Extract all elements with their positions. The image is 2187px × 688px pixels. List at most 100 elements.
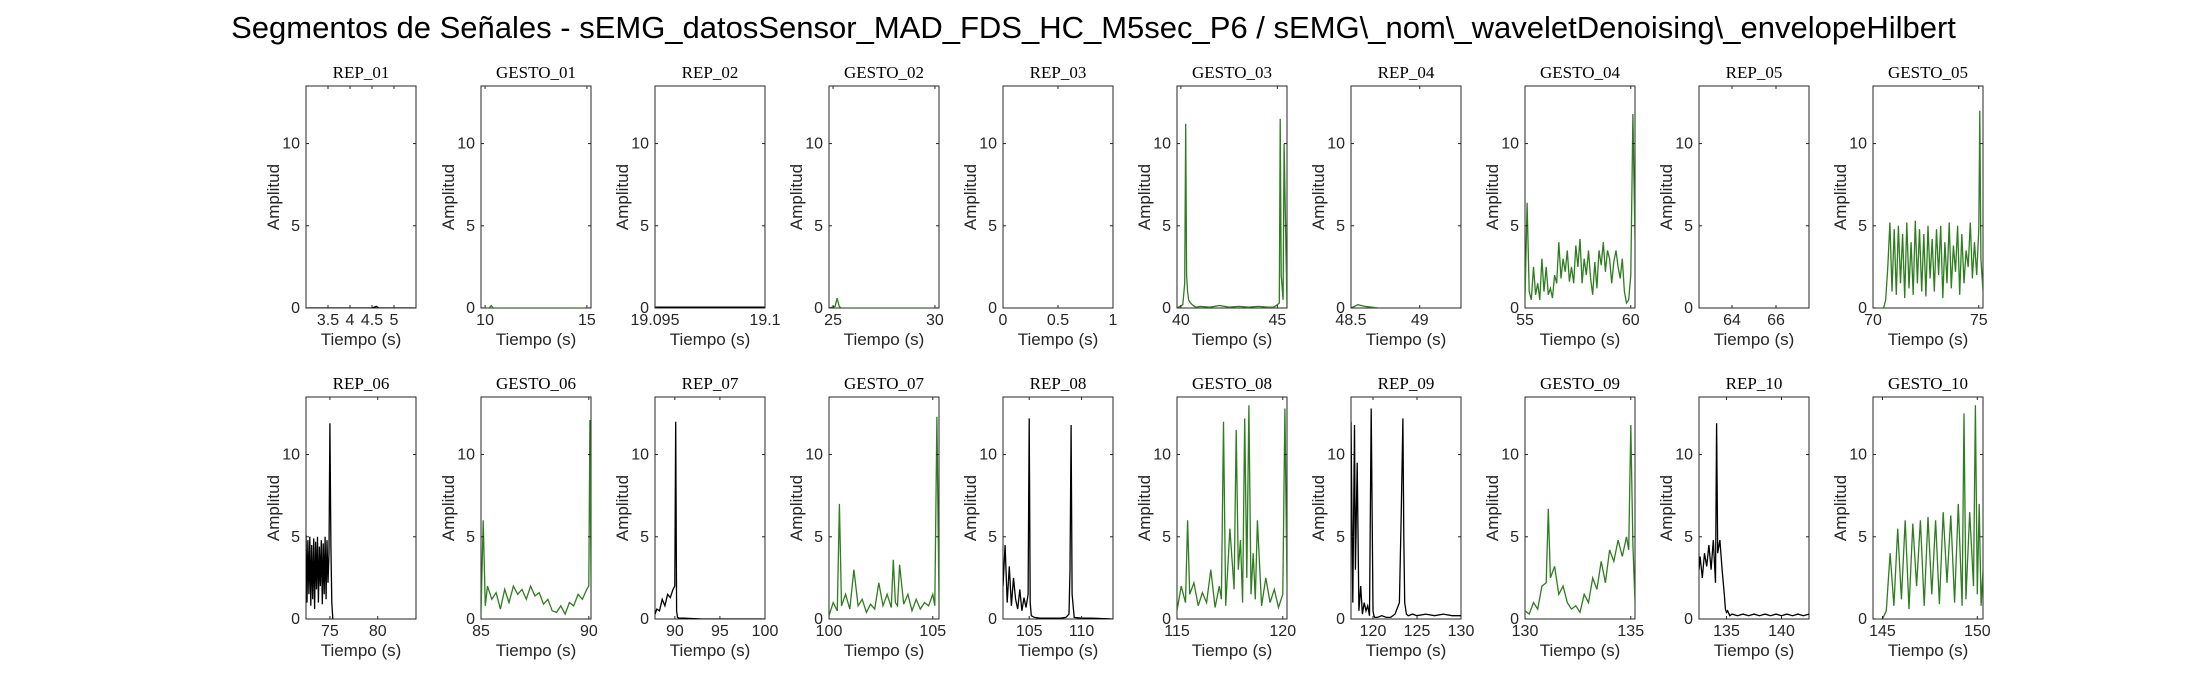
y-tick-label: 0	[1510, 300, 1519, 317]
y-tick-label: 10	[1153, 447, 1171, 464]
series-line	[1873, 405, 1983, 619]
x-axis-label: Tiempo (s)	[1714, 330, 1795, 349]
y-tick-label: 0	[466, 611, 475, 628]
x-tick-label: 75	[321, 623, 339, 640]
y-axis-label: Amplitud	[1831, 164, 1850, 230]
y-tick-label: 5	[1162, 529, 1171, 546]
x-tick-label: 1	[1109, 312, 1118, 329]
y-axis-label: Amplitud	[1657, 475, 1676, 541]
y-axis-label: Amplitud	[1309, 164, 1328, 230]
y-tick-label: 0	[1336, 611, 1345, 628]
x-tick-label: 90	[666, 623, 684, 640]
subplot-rep-06: REP_06 75 80 0 5 10 Tiempo (s) Amplitud	[264, 374, 417, 660]
y-tick-label: 0	[988, 611, 997, 628]
y-tick-label: 5	[291, 218, 300, 235]
subplot-title: GESTO_02	[844, 63, 924, 82]
subplot-gesto-08: GESTO_08 115 120 0 5 10 Tiempo (s) Amplitud	[1135, 374, 1296, 660]
axes-box	[1350, 85, 1462, 309]
axes-box	[305, 85, 417, 309]
x-tick-label: 115	[1164, 623, 1190, 640]
y-tick-label: 10	[282, 447, 300, 464]
x-tick-label: 125	[1404, 623, 1431, 640]
y-axis-label: Amplitud	[1657, 164, 1676, 230]
subplot-title: REP_09	[1378, 374, 1435, 393]
subplot-gesto-10: GESTO_10 145 150 0 5 10 Tiempo (s) Amplitud	[1831, 374, 1991, 660]
x-axis-label: Tiempo (s)	[1366, 641, 1447, 660]
subplot-title: GESTO_04	[1540, 63, 1620, 82]
y-tick-label: 0	[1162, 300, 1171, 317]
y-tick-label: 0	[291, 300, 300, 317]
subplot-rep-09: REP_09 120 125 130 0 5 10 Tiempo (s) Amplitud	[1309, 374, 1474, 660]
y-tick-label: 10	[631, 136, 649, 153]
x-tick-label: 140	[1768, 623, 1795, 640]
x-axis-label: Tiempo (s)	[1366, 330, 1447, 349]
y-axis-label: Amplitud	[1483, 475, 1502, 541]
x-tick-label: 150	[1964, 623, 1991, 640]
axes-box	[1524, 396, 1636, 620]
y-tick-label: 10	[979, 447, 997, 464]
subplot-title: GESTO_05	[1888, 63, 1968, 82]
subplot-title: REP_10	[1726, 374, 1783, 393]
series-line	[829, 297, 939, 308]
series-line	[1177, 405, 1287, 611]
subplot-rep-08: REP_08 105 110 0 5 10 Tiempo (s) Amplitud	[961, 374, 1114, 660]
x-tick-label: 66	[1767, 312, 1785, 329]
x-tick-label: 145	[1869, 623, 1896, 640]
x-tick-label: 19.095	[631, 312, 680, 329]
subplot-title: REP_07	[682, 374, 739, 393]
subplot-title: REP_08	[1030, 374, 1087, 393]
y-tick-label: 10	[1153, 136, 1171, 153]
axes-box	[1872, 85, 1984, 309]
x-tick-label: 0	[999, 312, 1008, 329]
subplot-title: GESTO_08	[1192, 374, 1272, 393]
subplot-title: REP_03	[1030, 63, 1087, 82]
y-tick-label: 5	[1858, 529, 1867, 546]
x-tick-label: 90	[580, 623, 598, 640]
x-tick-label: 0.5	[1047, 312, 1069, 329]
y-tick-label: 0	[1336, 300, 1345, 317]
x-tick-label: 5	[390, 312, 399, 329]
series-line	[481, 304, 591, 308]
subplot-gesto-03: GESTO_03 40 45 0 5 10 Tiempo (s) Amplitud	[1135, 63, 1288, 349]
x-tick-label: 40	[1172, 312, 1190, 329]
y-tick-label: 0	[814, 300, 823, 317]
y-tick-label: 10	[1849, 447, 1867, 464]
x-tick-label: 45	[1268, 312, 1286, 329]
subplot-title: REP_06	[333, 374, 390, 393]
y-tick-label: 5	[466, 218, 475, 235]
y-axis-label: Amplitud	[961, 475, 980, 541]
x-axis-label: Tiempo (s)	[844, 330, 925, 349]
y-axis-label: Amplitud	[1483, 164, 1502, 230]
axes-box	[828, 85, 940, 309]
x-tick-label: 30	[926, 312, 944, 329]
x-tick-label: 64	[1723, 312, 1741, 329]
x-tick-label: 60	[1622, 312, 1640, 329]
subplot-title: REP_02	[682, 63, 739, 82]
axes-box	[480, 85, 592, 309]
subplot-title: GESTO_03	[1192, 63, 1272, 82]
x-tick-label: 135	[1617, 623, 1644, 640]
x-axis-label: Tiempo (s)	[1192, 641, 1273, 660]
y-axis-label: Amplitud	[1135, 475, 1154, 541]
axes-box	[1002, 85, 1114, 309]
y-tick-label: 5	[1684, 218, 1693, 235]
y-tick-label: 10	[1501, 136, 1519, 153]
x-axis-label: Tiempo (s)	[1192, 330, 1273, 349]
subplot-title: GESTO_09	[1540, 374, 1620, 393]
series-line	[481, 419, 591, 616]
y-tick-label: 10	[1849, 136, 1867, 153]
axes-box	[654, 396, 766, 620]
axes-box	[1176, 396, 1288, 620]
x-axis-label: Tiempo (s)	[496, 330, 577, 349]
y-tick-label: 5	[1336, 218, 1345, 235]
y-tick-label: 5	[640, 218, 649, 235]
x-axis-label: Tiempo (s)	[1018, 330, 1099, 349]
y-tick-label: 5	[1162, 218, 1171, 235]
x-axis-label: Tiempo (s)	[1540, 330, 1621, 349]
axes-box	[480, 396, 592, 620]
series-line	[1351, 408, 1461, 619]
y-tick-label: 0	[988, 300, 997, 317]
subplot-title: GESTO_01	[496, 63, 576, 82]
x-tick-label: 15	[578, 312, 596, 329]
x-tick-label: 110	[1069, 623, 1095, 640]
